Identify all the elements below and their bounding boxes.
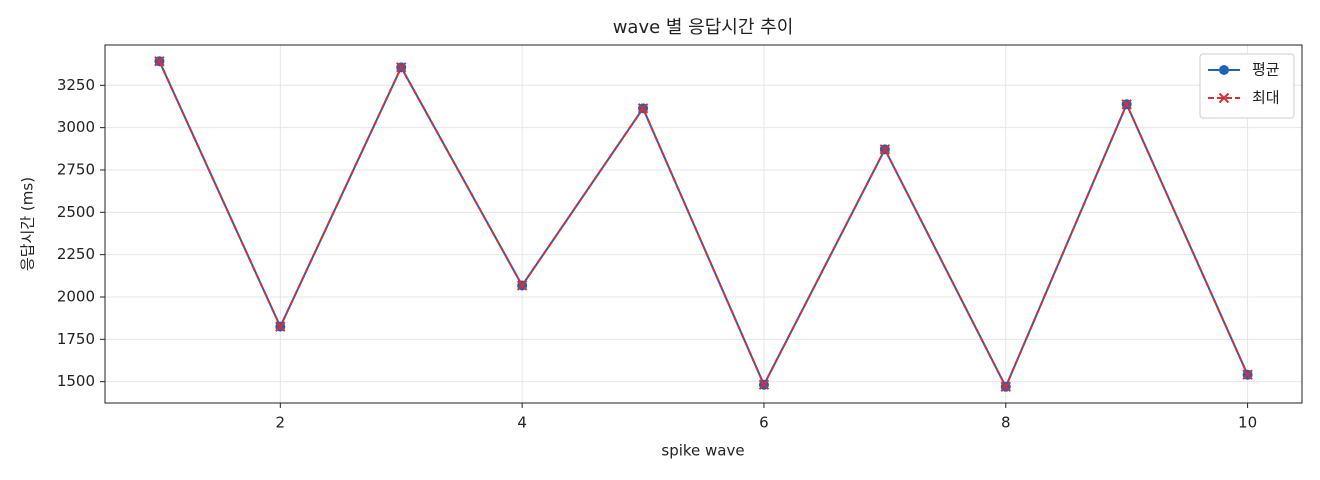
legend-marker <box>1219 65 1229 75</box>
y-tick-label: 2500 <box>57 203 95 221</box>
marker <box>758 379 770 390</box>
chart-title: wave 별 응답시간 추이 <box>613 17 794 38</box>
x-axis-label: spike wave <box>661 442 744 460</box>
series-line <box>158 60 1249 390</box>
y-tick-label: 2750 <box>57 160 95 178</box>
x-tick-label: 8 <box>1001 414 1011 432</box>
plot <box>154 56 1253 392</box>
marker <box>637 103 649 114</box>
x-tick-label: 2 <box>276 414 286 432</box>
legend-label: 최대 <box>1252 89 1280 107</box>
y-tick-label: 3250 <box>57 76 95 94</box>
marker <box>154 56 165 67</box>
marker <box>1121 99 1132 110</box>
y-tick-label: 1500 <box>57 372 95 390</box>
marker <box>879 144 891 155</box>
x-tick-label: 4 <box>517 414 527 432</box>
x-tick-label: 6 <box>759 414 769 432</box>
y-tick-label: 2250 <box>57 245 95 263</box>
grid <box>105 45 1302 403</box>
legend-label: 평균 <box>1252 61 1280 79</box>
x-tick-label: 10 <box>1238 414 1257 432</box>
y-tick-label: 3000 <box>57 118 95 136</box>
plot-frame <box>104 44 1303 404</box>
marker <box>396 62 407 73</box>
marker <box>275 321 286 332</box>
marker <box>516 280 528 291</box>
marker <box>1000 381 1011 392</box>
legend-marker <box>1218 92 1230 104</box>
legend-box <box>1199 53 1295 119</box>
marker <box>1242 369 1253 380</box>
y-tick-label: 1750 <box>57 330 95 348</box>
y-tick-label: 2000 <box>57 287 95 305</box>
y-axis-label: 응답시간 (ms) <box>19 177 37 271</box>
